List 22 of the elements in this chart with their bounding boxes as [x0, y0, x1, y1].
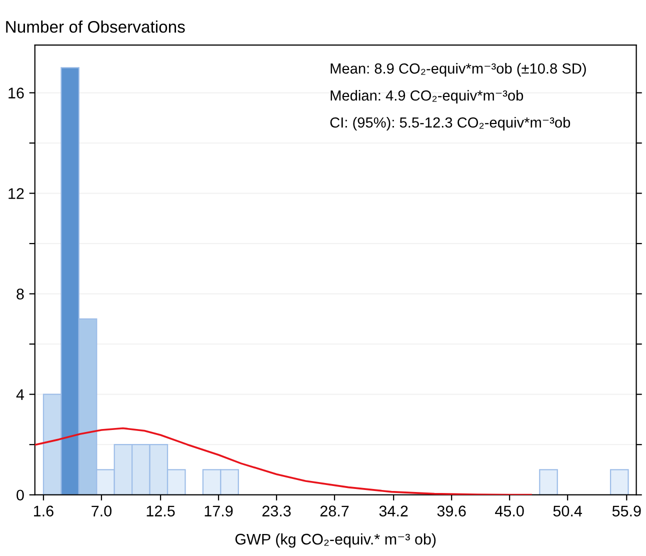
x-tick-label: 17.9: [204, 506, 233, 516]
x-tick-label: 23.3: [262, 506, 291, 516]
annotation: CI: (95%): 5.5-12.3 CO₂-equiv*m⁻³ob: [330, 116, 570, 131]
x-axis-title: GWP (kg CO₂-equiv.* m⁻³ ob): [235, 533, 436, 548]
y-tick-label: 12: [8, 188, 24, 199]
x-tick-label: 12.5: [146, 506, 175, 516]
annotation: Median: 4.9 CO₂-equiv*m⁻³ob: [330, 90, 524, 104]
y-axis-title: Number of Observations: [6, 20, 185, 33]
x-tick-label: 1.6: [34, 506, 54, 516]
x-tick-label: 34.2: [379, 506, 408, 516]
x-tick-label: 28.7: [320, 506, 349, 516]
x-tick-label: 55.9: [612, 506, 641, 516]
y-tick-label: 16: [8, 88, 24, 98]
y-tick-label: 4: [16, 389, 24, 400]
x-tick-label: 39.6: [437, 506, 466, 516]
x-tick-label: 45.0: [495, 506, 524, 516]
x-tick-label: 7.0: [92, 506, 112, 516]
y-tick-label: 8: [16, 288, 24, 300]
annotation: Mean: 8.9 CO₂-equiv*m⁻³ob (±10.8 SD): [330, 62, 586, 77]
x-tick-label: 50.4: [553, 506, 582, 516]
line-series: [34, 427, 532, 495]
y-tick-label: 0: [16, 490, 24, 501]
